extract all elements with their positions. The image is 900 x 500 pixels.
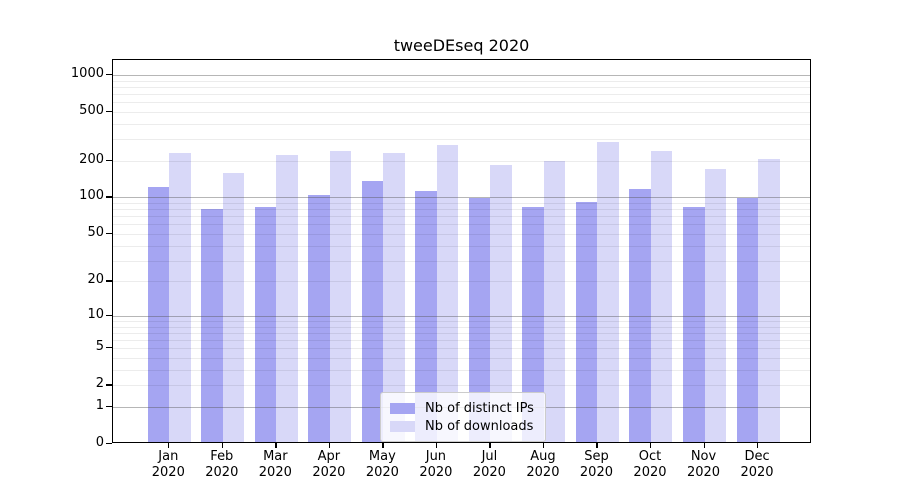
y-tick-label-1000: 1000 [70,65,104,81]
legend-swatch-downloads [390,420,415,432]
bar-distinct-ips-jul-2020 [468,197,491,442]
x-tick-mark [757,443,759,448]
x-tick-mark [489,443,491,448]
legend-label-distinct-ips: Nb of distinct IPs [425,400,534,416]
x-tick-label-oct-2020: Oct 2020 [633,449,667,480]
y-tick-label-5: 5 [95,339,104,355]
bars-layer [113,60,810,442]
bar-downloads-jul-2020 [490,164,512,442]
bar-distinct-ips-sep-2020 [575,201,598,442]
bar-downloads-jan-2020 [169,152,191,442]
x-tick-label-dec-2020: Dec 2020 [740,449,774,480]
y-tick-label-100: 100 [79,188,104,204]
x-tick-label-aug-2020: Aug 2020 [526,449,560,480]
x-tick-label-mar-2020: Mar 2020 [258,449,292,480]
y-tick-mark [106,73,112,76]
y-tick-mark [106,443,112,445]
y-tick-mark [106,280,112,282]
bar-distinct-ips-oct-2020 [629,189,651,442]
bar-downloads-nov-2020 [704,168,726,442]
bar-downloads-aug-2020 [543,160,566,442]
x-tick-mark [328,443,331,448]
y-tick-mark [106,314,112,317]
y-tick-mark [106,405,112,408]
x-tick-mark [703,443,705,448]
legend-swatch-distinct-ips [390,402,415,414]
bar-distinct-ips-may-2020 [361,181,384,442]
bar-downloads-apr-2020 [329,150,352,442]
bar-distinct-ips-apr-2020 [308,195,330,442]
y-tick-label-2: 2 [95,376,104,392]
bar-downloads-mar-2020 [276,154,298,442]
bar-downloads-oct-2020 [650,150,673,442]
x-tick-mark [435,443,438,448]
x-tick-mark [275,443,277,448]
bar-distinct-ips-nov-2020 [683,207,705,442]
x-tick-label-jul-2020: Jul 2020 [472,449,506,480]
x-tick-label-jun-2020: Jun 2020 [419,449,453,480]
bar-downloads-may-2020 [383,153,405,442]
x-tick-label-apr-2020: Apr 2020 [312,449,346,480]
x-tick-mark [649,443,652,448]
x-tick-label-may-2020: May 2020 [365,449,399,480]
y-tick-label-50: 50 [87,224,104,240]
y-tick-mark [106,159,112,161]
bar-downloads-dec-2020 [758,158,780,442]
x-tick-mark [168,443,170,448]
bar-distinct-ips-mar-2020 [254,207,277,442]
x-tick-label-sep-2020: Sep 2020 [579,449,613,480]
x-tick-mark [382,443,384,448]
bar-distinct-ips-aug-2020 [522,207,544,442]
x-tick-mark [221,443,223,448]
x-tick-label-jan-2020: Jan 2020 [151,449,185,480]
y-tick-mark [106,196,112,198]
y-tick-mark [106,347,112,349]
y-tick-label-20: 20 [87,272,104,288]
chart-title: tweeDEseq 2020 [393,36,530,55]
y-tick-label-1: 1 [95,397,104,413]
legend-label-downloads: Nb of downloads [425,418,534,434]
x-tick-label-nov-2020: Nov 2020 [686,449,721,480]
y-tick-label-10: 10 [87,306,104,322]
bar-downloads-feb-2020 [222,172,245,442]
bar-distinct-ips-jan-2020 [147,186,170,442]
y-tick-mark [106,384,112,386]
bar-downloads-sep-2020 [597,142,619,442]
legend-item-downloads: Nb of downloads [390,418,536,434]
bar-distinct-ips-feb-2020 [201,208,223,442]
legend-item-distinct-ips: Nb of distinct IPs [390,400,536,416]
plot-area: Nb of distinct IPs Nb of downloads [112,59,811,443]
y-tick-label-0: 0 [95,435,104,450]
y-tick-label-500: 500 [79,102,104,118]
x-tick-mark [596,443,598,448]
y-tick-mark [106,110,112,113]
bar-downloads-jun-2020 [436,145,459,442]
x-tick-mark [542,443,545,448]
bar-distinct-ips-dec-2020 [736,198,759,442]
x-tick-label-feb-2020: Feb 2020 [205,449,239,480]
y-tick-label-200: 200 [79,151,104,167]
y-tick-mark [106,232,112,235]
legend: Nb of distinct IPs Nb of downloads [380,392,546,442]
bar-distinct-ips-jun-2020 [415,191,437,442]
